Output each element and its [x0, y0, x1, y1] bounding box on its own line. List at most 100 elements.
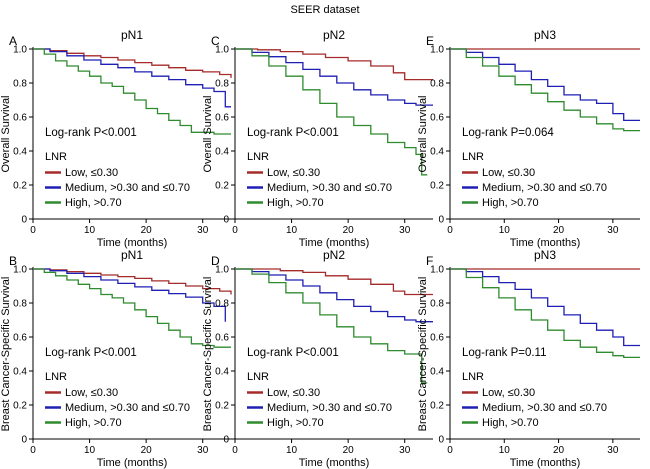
- y-tick-label: 0.4: [13, 367, 27, 378]
- legend-label: Medium, >0.30 and ≤0.70: [482, 182, 607, 194]
- y-axis-label: Overall Survival: [417, 95, 429, 172]
- legend-title: LNR: [247, 371, 269, 383]
- legend: LNR Low, ≤0.30 Medium, >0.30 and ≤0.70 High…: [247, 151, 392, 209]
- x-tick-label: 0: [232, 445, 238, 456]
- x-tick-label: 10: [499, 225, 511, 236]
- x-tick-label: 20: [343, 445, 355, 456]
- y-tick-label: 0: [438, 215, 444, 226]
- legend: LNR Low, ≤0.30 Medium, >0.30 and ≤0.70 High…: [462, 151, 607, 209]
- x-axis-label: Time (months): [510, 457, 581, 469]
- legend-label: High, >0.70: [65, 417, 122, 429]
- y-tick-label: 0.6: [215, 113, 229, 124]
- legend-label: High, >0.70: [482, 417, 539, 429]
- panel-letter: A: [9, 34, 17, 48]
- legend-label: Low, ≤0.30: [65, 167, 118, 179]
- y-axis-label: Overall Survival: [202, 95, 214, 172]
- legend: LNR Low, ≤0.30 Medium, >0.30 and ≤0.70 High…: [462, 371, 607, 429]
- legend-label: High, >0.70: [482, 197, 539, 209]
- panel-letter: B: [9, 254, 17, 268]
- y-tick-label: 0.2: [215, 181, 229, 192]
- y-tick-label: 1.0: [430, 45, 444, 56]
- legend-label: Medium, >0.30 and ≤0.70: [65, 402, 190, 414]
- y-tick-label: 0.4: [215, 367, 229, 378]
- y-tick-label: 0.8: [430, 299, 444, 310]
- series-line-medium: [235, 268, 433, 323]
- legend-label: Medium, >0.30 and ≤0.70: [267, 402, 392, 414]
- y-axis-label: Breast Cancer-Specific Survival: [0, 277, 12, 432]
- x-tick-label: 10: [84, 445, 96, 456]
- y-tick-label: 1.0: [215, 265, 229, 276]
- series-line-high: [450, 268, 640, 359]
- y-tick-label: 0.2: [430, 181, 444, 192]
- panel-title: pN1: [121, 248, 143, 262]
- series-line-high: [33, 268, 231, 348]
- series-line-high: [235, 268, 428, 384]
- y-tick-label: 0.8: [13, 79, 27, 90]
- legend-title: LNR: [45, 151, 67, 163]
- log-rank-annotation: Log-rank P=0.11: [462, 347, 547, 359]
- series-line-low: [33, 48, 232, 78]
- legend: LNR Low, ≤0.30 Medium, >0.30 and ≤0.70 High…: [45, 371, 190, 429]
- x-tick-label: 10: [286, 445, 298, 456]
- y-tick-label: 0: [21, 215, 27, 226]
- legend-label: Medium, >0.30 and ≤0.70: [65, 182, 190, 194]
- x-tick-label: 0: [30, 445, 36, 456]
- y-tick-label: 0.4: [430, 367, 444, 378]
- y-tick-label: 1.0: [215, 45, 229, 56]
- y-tick-label: 0.4: [215, 147, 229, 158]
- log-rank-annotation: Log-rank P<0.001: [45, 127, 137, 139]
- y-tick-label: 0.8: [13, 299, 27, 310]
- x-axis-label: Time (months): [97, 237, 168, 249]
- x-tick-label: 30: [197, 445, 209, 456]
- legend-label: High, >0.70: [267, 417, 324, 429]
- y-axis-label: Breast Cancer-Specific Survival: [202, 277, 214, 432]
- x-tick-label: 10: [84, 225, 96, 236]
- legend-label: Medium, >0.30 and ≤0.70: [267, 182, 392, 194]
- y-tick-label: 0: [223, 215, 229, 226]
- y-tick-label: 0.6: [430, 113, 444, 124]
- panel-title: pN3: [534, 248, 556, 262]
- log-rank-annotation: Log-rank P<0.001: [247, 347, 339, 359]
- y-tick-label: 0.8: [215, 299, 229, 310]
- y-tick-label: 0: [438, 435, 444, 446]
- y-tick-label: 0.2: [430, 401, 444, 412]
- legend-label: Low, ≤0.30: [482, 167, 535, 179]
- x-axis-label: Time (months): [97, 457, 168, 469]
- x-tick-label: 30: [399, 445, 411, 456]
- series-line-medium: [33, 268, 226, 322]
- legend-label: Low, ≤0.30: [482, 387, 535, 399]
- x-tick-label: 10: [286, 225, 298, 236]
- y-tick-label: 0.6: [215, 333, 229, 344]
- legend-label: Low, ≤0.30: [65, 387, 118, 399]
- figure-title: SEER dataset: [290, 4, 359, 16]
- legend: LNR Low, ≤0.30 Medium, >0.30 and ≤0.70 High…: [45, 151, 190, 209]
- series-line-high: [235, 48, 428, 176]
- panel-title: pN3: [534, 28, 556, 42]
- y-tick-label: 1.0: [13, 265, 27, 276]
- log-rank-annotation: Log-rank P<0.001: [247, 127, 339, 139]
- y-tick-label: 0.2: [215, 401, 229, 412]
- y-tick-label: 0.8: [215, 79, 229, 90]
- x-tick-label: 20: [553, 225, 565, 236]
- legend-label: High, >0.70: [267, 197, 324, 209]
- panel-letter: F: [426, 254, 433, 268]
- x-tick-label: 30: [607, 225, 619, 236]
- series-line-medium: [450, 268, 640, 347]
- x-tick-label: 0: [30, 225, 36, 236]
- legend-label: High, >0.70: [65, 197, 122, 209]
- x-tick-label: 20: [141, 445, 153, 456]
- y-tick-label: 0.6: [13, 113, 27, 124]
- series-line-low: [235, 268, 433, 296]
- y-axis-label: Overall Survival: [0, 95, 12, 172]
- x-tick-label: 10: [499, 445, 511, 456]
- x-tick-label: 0: [232, 225, 238, 236]
- y-tick-label: 0.4: [430, 147, 444, 158]
- x-tick-label: 0: [447, 225, 453, 236]
- log-rank-annotation: Log-rank P<0.001: [45, 347, 137, 359]
